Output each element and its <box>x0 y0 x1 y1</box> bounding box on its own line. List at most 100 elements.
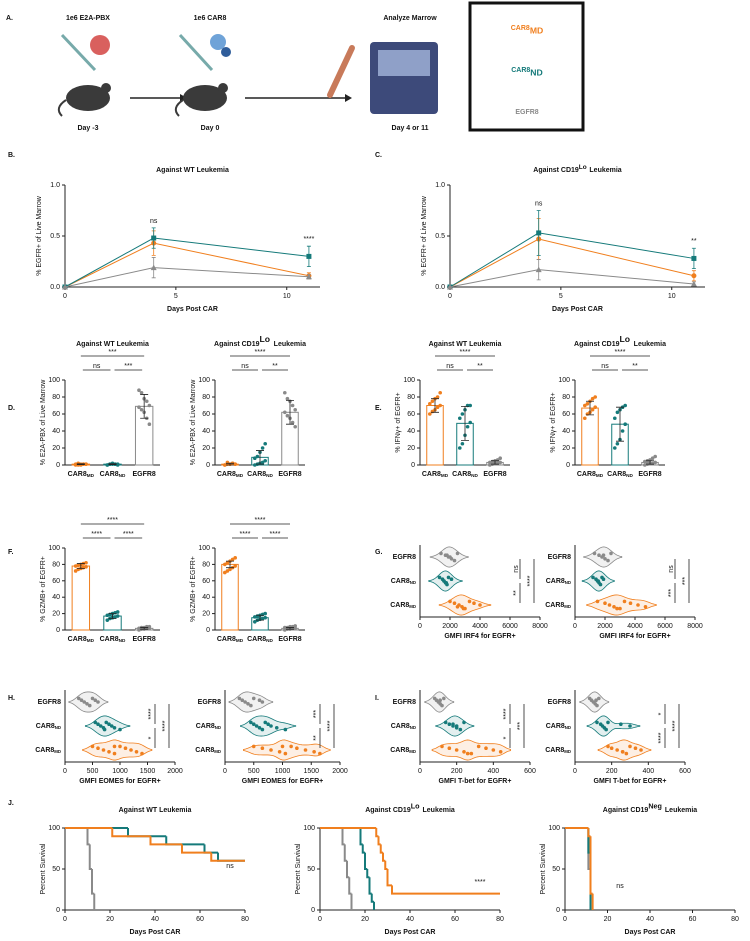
data-point <box>593 395 597 399</box>
x-tick-label: CAR8MD <box>422 471 449 478</box>
y-tick-label: 80 <box>562 394 570 401</box>
x-tick-label: CAR8MD <box>577 471 604 478</box>
data-point <box>318 751 322 756</box>
x-tick-label: 1000 <box>275 768 291 775</box>
y-axis-label-part: % IFNγ+ of EGFR+ <box>395 392 402 452</box>
data-point <box>593 405 597 410</box>
x-tick-label-part: CAR8 <box>100 471 119 478</box>
x-tick-label-part: 10 <box>283 293 291 300</box>
data-point <box>438 390 443 395</box>
data-point <box>606 720 610 725</box>
x-tick-label-part: ND <box>119 473 126 478</box>
marker <box>305 273 312 280</box>
x-tick-label-part: 4000 <box>627 623 643 630</box>
y-tick-label-part: 100 <box>48 825 60 832</box>
x-axis-label: Days Post CAR <box>625 929 676 936</box>
significance-label: ns <box>601 363 609 370</box>
x-tick-label: 200 <box>606 768 618 775</box>
significance-label: *** <box>517 722 524 730</box>
car-cell <box>221 47 231 57</box>
data-point <box>620 429 625 433</box>
mouse-tail <box>174 99 184 117</box>
x-tick-label-part: 0 <box>63 768 67 775</box>
data-point <box>606 558 610 563</box>
step-title-part: 1e6 CAR8 <box>194 15 227 22</box>
data-point <box>293 626 298 631</box>
x-axis-label-part: GMFI EOMES for EGFR+ <box>242 778 323 785</box>
data-point <box>430 399 435 404</box>
step-title: 1e6 CAR8 <box>194 15 227 22</box>
y-tick-label-part: 0 <box>206 462 210 469</box>
y-tick-label-part: 100 <box>198 377 210 384</box>
data-point <box>628 724 632 728</box>
row-label-part: EGFR8 <box>38 699 61 706</box>
row-label-part: CAR8 <box>545 747 564 754</box>
data-point <box>257 726 262 730</box>
y-axis-label-part: % GZMB+ of EGFR+ <box>190 556 197 622</box>
chart-title-part: Leukemia <box>665 807 697 814</box>
significance-label-part: ns <box>241 363 249 370</box>
y-axis-label: % EGFR+ of Live Marrow <box>36 195 43 275</box>
y-tick-label-part: 0.5 <box>435 233 445 240</box>
data-point <box>90 744 95 749</box>
data-point <box>285 413 290 418</box>
data-point <box>98 724 103 728</box>
significance-label-part: ns <box>446 363 454 370</box>
significance-label-part: **** <box>240 531 251 538</box>
y-tick-label: 100 <box>48 377 60 384</box>
data-point <box>251 696 256 701</box>
x-tick-label-part: CAR8 <box>422 471 441 478</box>
x-tick-label-part: 2000 <box>332 768 348 775</box>
x-axis-label: GMFI T-bet for EGFR+ <box>594 778 667 785</box>
x-tick-label: EGFR8 <box>278 636 301 643</box>
row-label-part: ND <box>55 725 61 730</box>
x-tick-label: 40 <box>151 916 159 923</box>
legend-entry-part: MD <box>530 26 543 36</box>
y-tick-label: 60 <box>52 578 60 585</box>
data-point <box>598 582 603 587</box>
significance-label: **** <box>123 531 134 538</box>
legend-entry-part: ND <box>530 68 542 78</box>
data-point <box>253 456 257 461</box>
marker <box>535 266 542 273</box>
y-tick-label-part: 40 <box>562 428 570 435</box>
data-point <box>274 726 279 730</box>
data-point <box>624 751 629 756</box>
data-point <box>228 567 232 572</box>
row-label-part: CAR8 <box>546 723 565 730</box>
significance-label-part: ** <box>632 363 638 370</box>
step-title: Analyze Marrow <box>383 15 437 22</box>
y-tick-label-part: 100 <box>198 545 210 552</box>
step-day-part: Day 4 or 11 <box>392 125 429 132</box>
annotation: **** <box>475 879 486 886</box>
chart-title-part: Against CD19 <box>365 807 411 814</box>
y-tick-label: 0 <box>311 907 315 914</box>
x-tick-label: 0 <box>63 768 67 775</box>
data-point <box>615 606 619 611</box>
data-point <box>438 403 443 408</box>
x-tick-label-part: 20 <box>106 916 114 923</box>
data-point <box>79 698 84 702</box>
data-point <box>595 599 600 604</box>
legend-entry: CAR8MD <box>511 25 543 36</box>
row-label-part: CAR8 <box>390 602 409 609</box>
significance-label: **** <box>527 575 534 586</box>
data-point <box>225 569 230 573</box>
x-tick-label-part: 80 <box>241 916 249 923</box>
data-point <box>90 696 95 701</box>
significance-label-part: *** <box>313 710 320 718</box>
y-tick-label: 20 <box>202 610 210 617</box>
y-tick-label-part: 100 <box>303 825 315 832</box>
y-tick-label: 0 <box>411 462 415 469</box>
annotation: ns <box>150 218 158 225</box>
chart-title: Against CD19Neg Leukemia <box>603 801 698 813</box>
step-title-part: Analyze Marrow <box>383 15 437 22</box>
data-point <box>452 601 457 605</box>
row-label-part: EGFR8 <box>198 699 221 706</box>
marker <box>691 255 697 261</box>
row-label: CAR8MD <box>35 747 61 754</box>
data-point <box>147 422 152 427</box>
x-tick-label-part: 200 <box>606 768 618 775</box>
significance-label-part: * <box>148 736 155 739</box>
y-tick-label-part: 60 <box>52 578 60 585</box>
